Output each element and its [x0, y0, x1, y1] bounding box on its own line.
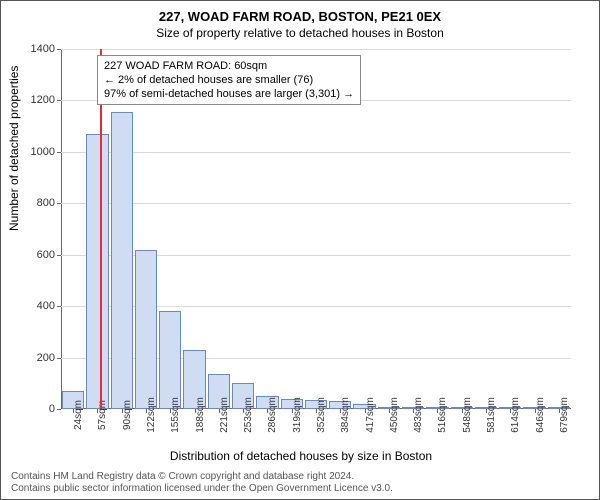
xtick-label: 581sqm	[486, 397, 497, 433]
license-text: Contains HM Land Registry data © Crown c…	[11, 471, 393, 495]
xtick-label: 188sqm	[195, 397, 206, 433]
xtick-label: 614sqm	[510, 397, 521, 433]
histogram-bar	[86, 134, 108, 409]
gridline	[61, 152, 571, 153]
xtick-label: 319sqm	[292, 397, 303, 433]
ytick-label: 1400	[31, 43, 55, 55]
x-axis-label: Distribution of detached houses by size …	[1, 449, 600, 463]
xtick-label: 352sqm	[316, 397, 327, 433]
histogram-bar	[135, 250, 157, 409]
xtick-label: 155sqm	[170, 397, 181, 433]
info-line1: 227 WOAD FARM ROAD: 60sqm	[104, 59, 354, 73]
gridline	[61, 203, 571, 204]
xtick-label: 548sqm	[462, 397, 473, 433]
ytick-label: 600	[37, 249, 55, 261]
ytick-label: 1000	[31, 146, 55, 158]
title-sub: Size of property relative to detached ho…	[1, 26, 599, 40]
y-axis-label: Number of detached properties	[7, 66, 21, 231]
ytick-mark	[57, 358, 61, 359]
ytick-mark	[57, 203, 61, 204]
license-line2: Contains public sector information licen…	[11, 483, 393, 495]
xtick-label: 450sqm	[389, 397, 400, 433]
y-axis-line	[61, 49, 62, 409]
ytick-mark	[57, 255, 61, 256]
xtick-label: 646sqm	[535, 397, 546, 433]
title-main: 227, WOAD FARM ROAD, BOSTON, PE21 0EX	[1, 9, 599, 24]
xtick-label: 286sqm	[267, 397, 278, 433]
xtick-label: 679sqm	[559, 397, 570, 433]
histogram-bar	[111, 112, 133, 409]
ytick-mark	[57, 152, 61, 153]
xtick-label: 417sqm	[365, 397, 376, 433]
ytick-label: 1200	[31, 94, 55, 106]
ytick-mark	[57, 306, 61, 307]
xtick-label: 253sqm	[243, 397, 254, 433]
ytick-mark	[57, 49, 61, 50]
ytick-label: 200	[37, 352, 55, 364]
plot-area: 020040060080010001200140024sqm57sqm90sqm…	[61, 49, 571, 409]
xtick-label: 122sqm	[146, 397, 157, 433]
xtick-label: 221sqm	[219, 397, 230, 433]
ytick-mark	[57, 409, 61, 410]
xtick-label: 384sqm	[340, 397, 351, 433]
ytick-mark	[57, 100, 61, 101]
gridline	[61, 49, 571, 50]
histogram-bar	[159, 311, 181, 409]
chart-container: 227, WOAD FARM ROAD, BOSTON, PE21 0EX Si…	[0, 0, 600, 500]
xtick-label: 24sqm	[73, 400, 84, 430]
license-line1: Contains HM Land Registry data © Crown c…	[11, 471, 393, 483]
xtick-label: 90sqm	[122, 400, 133, 430]
xtick-label: 483sqm	[413, 397, 424, 433]
info-line3: 97% of semi-detached houses are larger (…	[104, 87, 354, 101]
info-line2: ← 2% of detached houses are smaller (76)	[104, 73, 354, 87]
ytick-label: 400	[37, 300, 55, 312]
ytick-label: 800	[37, 197, 55, 209]
xtick-label: 516sqm	[437, 397, 448, 433]
ytick-label: 0	[49, 403, 55, 415]
info-box: 227 WOAD FARM ROAD: 60sqm ← 2% of detach…	[97, 55, 361, 105]
